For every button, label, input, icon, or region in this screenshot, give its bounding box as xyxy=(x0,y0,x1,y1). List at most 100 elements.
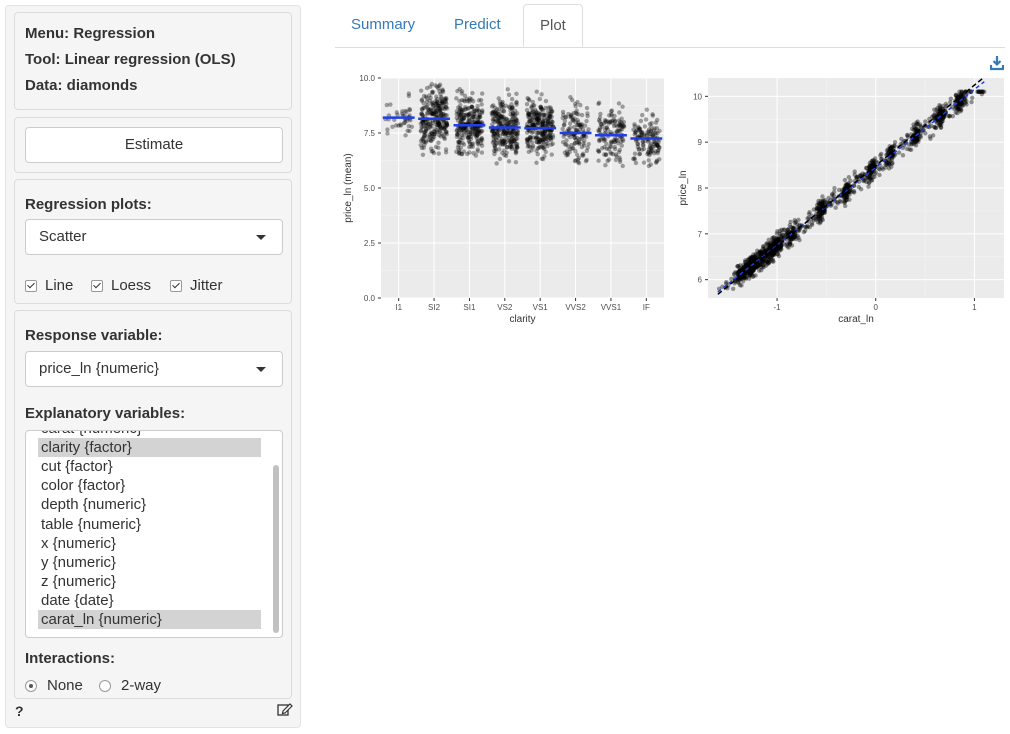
data-point xyxy=(425,107,431,113)
data-point xyxy=(436,106,442,111)
list-item[interactable]: date {date} xyxy=(41,592,114,609)
jitter-checkbox[interactable]: Jitter xyxy=(170,277,223,294)
data-point xyxy=(942,113,948,119)
data-point xyxy=(652,151,657,156)
data-point xyxy=(441,101,447,106)
data-point xyxy=(561,122,567,127)
data-point xyxy=(774,238,780,244)
data-point xyxy=(499,115,505,120)
data-point xyxy=(790,233,796,239)
data-point xyxy=(457,112,463,118)
list-item[interactable]: carat_ln {numeric} xyxy=(38,610,261,629)
data-point xyxy=(817,221,823,226)
estimate-button[interactable]: Estimate xyxy=(25,127,283,163)
data-point xyxy=(536,136,541,142)
radio-2way[interactable]: 2-way xyxy=(99,677,161,694)
data-point xyxy=(496,115,502,121)
data-point xyxy=(888,146,893,152)
radio-none[interactable]: None xyxy=(25,677,83,694)
line-checkbox[interactable]: Line xyxy=(25,277,73,294)
data-point xyxy=(642,133,647,138)
explanatory-listbox[interactable]: carat {numeric} clarity {factor} cut {fa… xyxy=(25,430,283,638)
list-item[interactable]: table {numeric} xyxy=(41,516,142,533)
data-point xyxy=(584,105,590,111)
data-point xyxy=(749,268,754,274)
data-point xyxy=(472,116,477,122)
response-select[interactable]: price_ln {numeric} xyxy=(25,351,283,387)
data-point xyxy=(911,127,917,133)
help-button[interactable]: ? xyxy=(15,703,24,719)
data-point xyxy=(869,178,874,183)
list-item[interactable]: clarity {factor} xyxy=(38,438,261,457)
list-item[interactable]: carat {numeric} xyxy=(38,431,261,438)
data-point xyxy=(889,157,895,163)
data-point xyxy=(645,139,651,144)
data-point xyxy=(432,132,437,137)
scrollbar[interactable] xyxy=(273,465,279,633)
loess-checkbox[interactable]: Loess xyxy=(91,277,151,294)
data-point xyxy=(427,119,433,124)
data-point xyxy=(954,93,959,99)
data-point xyxy=(537,137,542,142)
data-point xyxy=(525,144,531,149)
data-point xyxy=(563,142,568,147)
list-item[interactable]: depth {numeric} xyxy=(41,496,147,513)
data-point xyxy=(540,138,546,144)
data-label: Data: diamonds xyxy=(25,77,138,94)
data-point xyxy=(846,181,851,186)
data-point xyxy=(615,138,620,143)
tab-summary[interactable]: Summary xyxy=(351,16,416,33)
data-point xyxy=(442,106,447,112)
data-point xyxy=(886,149,891,154)
data-point xyxy=(444,122,450,128)
data-point xyxy=(497,140,503,145)
data-point xyxy=(888,154,894,159)
data-point xyxy=(436,86,441,91)
chevron-down-icon xyxy=(256,367,266,372)
list-item[interactable]: cut {factor} xyxy=(41,458,113,475)
data-point xyxy=(779,235,784,240)
data-point xyxy=(561,122,567,128)
data-point xyxy=(796,217,801,223)
data-point xyxy=(576,155,582,161)
data-point xyxy=(868,176,873,181)
download-icon[interactable] xyxy=(990,55,1004,71)
list-item[interactable]: x {numeric} xyxy=(41,535,117,552)
data-point xyxy=(513,116,518,121)
data-point xyxy=(959,108,964,113)
data-point xyxy=(930,133,936,138)
data-point xyxy=(526,149,532,155)
tab-plot[interactable]: Plot xyxy=(523,4,583,47)
data-point xyxy=(796,235,801,240)
data-point xyxy=(564,142,569,147)
data-point xyxy=(494,140,499,146)
list-item[interactable]: y {numeric} xyxy=(41,554,117,571)
data-point xyxy=(441,104,446,109)
data-point xyxy=(466,112,471,117)
list-item[interactable]: z {numeric} xyxy=(41,573,117,590)
data-point xyxy=(491,109,496,114)
data-point xyxy=(618,127,624,132)
data-point xyxy=(541,112,547,118)
data-point xyxy=(478,138,483,143)
data-point xyxy=(536,117,542,123)
data-point xyxy=(611,117,616,122)
data-point xyxy=(433,144,439,150)
data-point xyxy=(543,105,548,111)
data-point xyxy=(646,158,651,163)
data-point xyxy=(959,100,964,106)
list-item[interactable]: color {factor} xyxy=(41,477,126,494)
data-point xyxy=(423,128,429,134)
data-point xyxy=(535,117,540,122)
data-point xyxy=(939,119,945,124)
data-point xyxy=(466,119,471,125)
data-point xyxy=(490,122,495,127)
data-point xyxy=(437,124,443,129)
tab-predict[interactable]: Predict xyxy=(454,16,501,33)
edit-icon[interactable] xyxy=(277,703,293,717)
data-point xyxy=(534,139,540,145)
data-point xyxy=(613,157,619,163)
reg-plots-select[interactable]: Scatter xyxy=(25,219,283,255)
data-point xyxy=(761,247,766,252)
data-point xyxy=(469,117,475,123)
